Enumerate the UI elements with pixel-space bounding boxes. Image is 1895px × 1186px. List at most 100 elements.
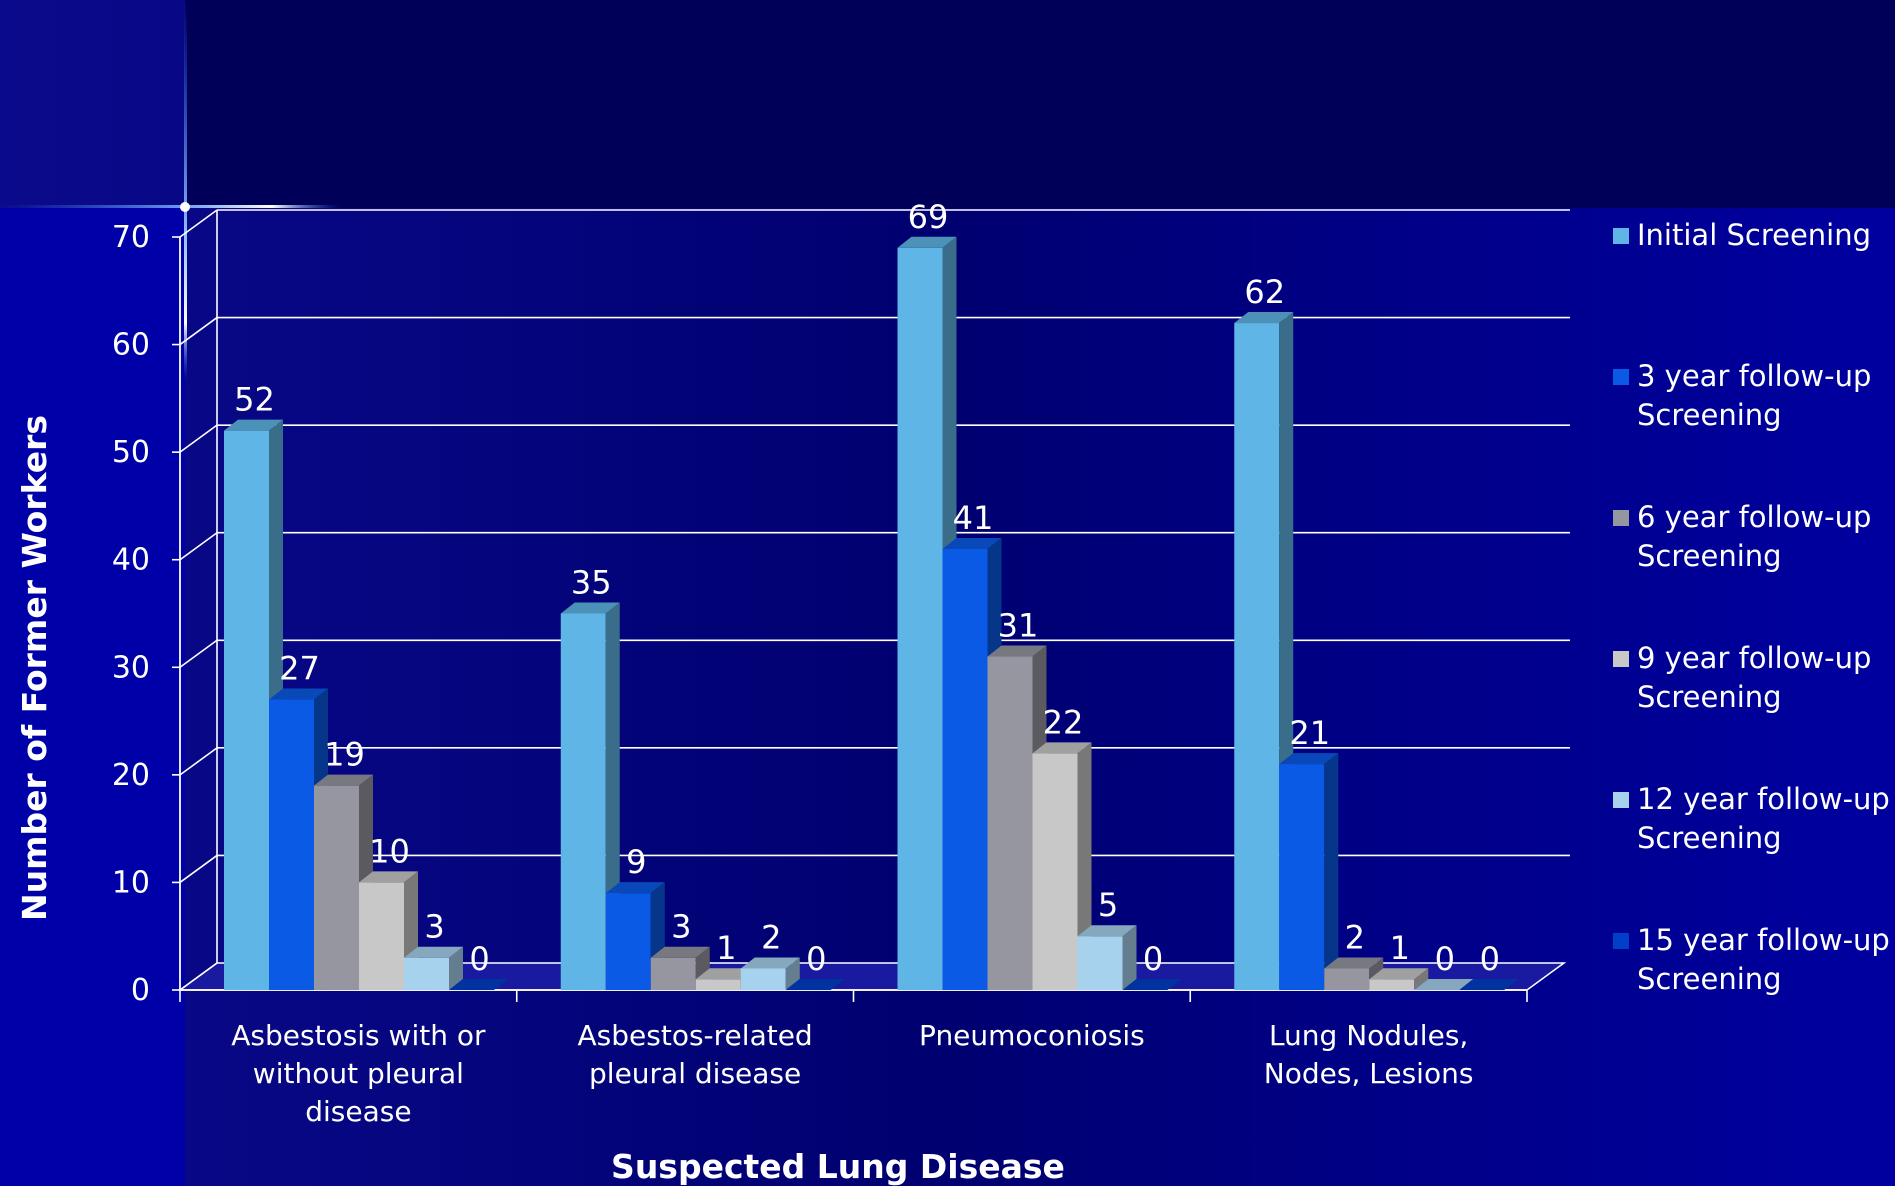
bar: 1 bbox=[695, 929, 755, 990]
bar-front bbox=[1234, 323, 1280, 990]
data-label: 1 bbox=[716, 929, 736, 967]
legend: Initial Screening 3 year follow-up Screeni… bbox=[1613, 218, 1890, 996]
legend-label: Initial Screening bbox=[1637, 218, 1871, 252]
bar-top bbox=[942, 537, 1002, 549]
bar-side bbox=[1122, 925, 1137, 990]
bar-top bbox=[650, 946, 710, 958]
legend-label: 12 year follow-up Screening bbox=[1637, 782, 1890, 855]
bar-front bbox=[359, 882, 404, 990]
gridline-depth bbox=[179, 747, 218, 776]
legend-label: 15 year follow-up Screening bbox=[1637, 923, 1890, 996]
gridline-depth bbox=[179, 639, 218, 668]
bar-top bbox=[224, 419, 283, 431]
gridline-depth bbox=[179, 316, 218, 346]
legend-item: 12 year follow-up Screening bbox=[1613, 782, 1890, 855]
data-label: 3 bbox=[671, 908, 691, 946]
bar-top bbox=[740, 957, 800, 969]
bar-front bbox=[942, 548, 988, 990]
bar: 10 bbox=[359, 832, 418, 990]
y-tick-label: 0 bbox=[131, 973, 150, 1008]
y-tick-label: 20 bbox=[112, 758, 150, 793]
bar-top bbox=[897, 236, 957, 248]
data-label: 3 bbox=[424, 908, 444, 946]
bar-front bbox=[605, 893, 651, 990]
bar-front bbox=[269, 699, 314, 990]
legend-swatch bbox=[1613, 510, 1629, 526]
bar-top bbox=[449, 979, 508, 990]
bar-front bbox=[404, 957, 449, 990]
data-label: 1 bbox=[1390, 929, 1410, 967]
bar-front bbox=[314, 785, 359, 990]
bar-front bbox=[987, 656, 1033, 990]
data-label: 0 bbox=[1435, 940, 1455, 978]
legend-label: 6 year follow-up Screening bbox=[1637, 500, 1871, 573]
bar: 0 bbox=[1459, 940, 1519, 990]
data-label: 19 bbox=[324, 736, 365, 774]
bar-top bbox=[1414, 979, 1474, 990]
bar-top bbox=[1234, 312, 1294, 324]
bar-front bbox=[1032, 753, 1078, 990]
bar-front bbox=[897, 247, 943, 990]
bar: 0 bbox=[785, 940, 845, 990]
bar: 21 bbox=[1279, 714, 1339, 990]
left-band bbox=[0, 208, 185, 1186]
legend-swatch bbox=[1613, 792, 1629, 808]
flare-decoration bbox=[0, 0, 340, 380]
data-label: 0 bbox=[1480, 940, 1500, 978]
data-label: 5 bbox=[1098, 886, 1118, 924]
data-label: 0 bbox=[469, 940, 489, 978]
bar: 22 bbox=[1032, 703, 1092, 990]
bar-top bbox=[269, 688, 328, 700]
bar-top bbox=[359, 871, 418, 883]
data-label: 52 bbox=[234, 381, 275, 419]
gridline-depth bbox=[179, 424, 218, 453]
gridline-depth bbox=[179, 209, 218, 238]
data-label: 21 bbox=[1289, 714, 1330, 752]
bar-top bbox=[314, 774, 373, 786]
data-label: 31 bbox=[998, 607, 1039, 645]
bar-front bbox=[740, 968, 786, 990]
bar-top bbox=[404, 946, 463, 958]
bar-top bbox=[605, 882, 665, 894]
x-tick-label: Pneumoconiosis bbox=[919, 1019, 1145, 1052]
y-tick-label: 10 bbox=[112, 865, 150, 900]
bar-top bbox=[1369, 968, 1429, 980]
bar-front bbox=[650, 957, 696, 990]
bar: 2 bbox=[740, 918, 800, 990]
y-tick-label: 60 bbox=[112, 328, 150, 363]
data-label: 35 bbox=[571, 564, 612, 602]
bar: 0 bbox=[1122, 940, 1182, 990]
bar-top bbox=[695, 968, 755, 980]
gridline-depth bbox=[179, 854, 218, 884]
x-tick-label: Lung Nodules, Nodes, Lesions bbox=[1264, 1019, 1474, 1090]
bar: 3 bbox=[650, 908, 710, 990]
legend-item: 9 year follow-up Screening bbox=[1613, 641, 1871, 714]
bar-front bbox=[224, 430, 269, 991]
bar-top bbox=[1122, 979, 1182, 990]
bar-side bbox=[1324, 753, 1339, 990]
legend-swatch bbox=[1613, 933, 1629, 949]
title-band bbox=[185, 0, 1895, 208]
data-label: 41 bbox=[953, 499, 994, 537]
bar-side bbox=[785, 957, 800, 990]
data-label: 22 bbox=[1043, 703, 1084, 741]
legend-item: 6 year follow-up Screening bbox=[1613, 500, 1871, 573]
data-label: 0 bbox=[1143, 940, 1163, 978]
legend-swatch bbox=[1613, 651, 1629, 667]
bar: 0 bbox=[1414, 940, 1474, 990]
bar-top bbox=[1077, 925, 1137, 937]
x-tick-label: Asbestos-related pleural disease bbox=[578, 1019, 813, 1090]
bar-top bbox=[1032, 742, 1092, 754]
bar-front bbox=[1077, 936, 1123, 990]
x-tick-label: Asbestosis with or without pleural disease bbox=[231, 1019, 486, 1128]
bar-front bbox=[1279, 764, 1325, 990]
data-label: 9 bbox=[626, 843, 646, 881]
y-tick-label: 40 bbox=[112, 543, 150, 578]
bar-side bbox=[449, 946, 463, 990]
y-tick-label: 30 bbox=[112, 650, 150, 685]
bar-front bbox=[695, 979, 741, 990]
bar-front bbox=[1369, 979, 1415, 990]
bar-top bbox=[987, 645, 1047, 657]
